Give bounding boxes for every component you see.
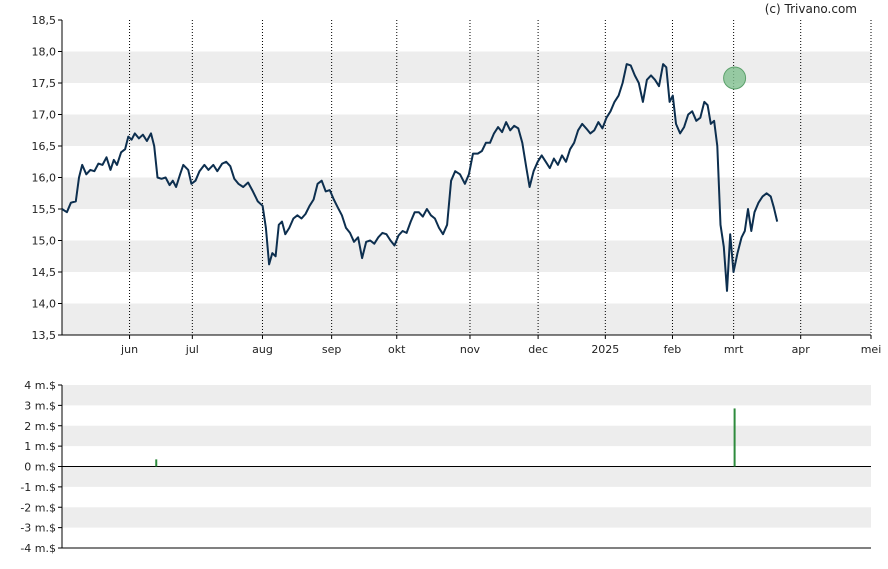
volume-y-tick-label: -1 m.$ <box>20 481 56 494</box>
volume-grid-band <box>62 385 871 406</box>
volume-y-tick-label: -2 m.$ <box>20 501 56 514</box>
price-x-tick-label: jul <box>185 343 199 356</box>
price-y-tick-label: 17,5 <box>32 77 57 90</box>
price-y-tick-label: 18,0 <box>32 46 57 59</box>
price-y-tick-label: 15,5 <box>32 203 57 216</box>
volume-y-tick-label: -4 m.$ <box>20 542 56 555</box>
price-series-line <box>61 63 779 292</box>
price-grid-band <box>62 303 871 335</box>
price-x-tick-label: jun <box>120 343 138 356</box>
price-x-tick-label: dec <box>528 343 548 356</box>
price-y-tick-label: 16,5 <box>32 140 57 153</box>
volume-y-tick-label: -3 m.$ <box>20 522 56 535</box>
watermark: (c) Trivano.com <box>765 2 857 16</box>
price-x-tick-label: sep <box>322 343 341 356</box>
volume-y-tick-label: 3 m.$ <box>24 399 56 412</box>
price-x-tick-label: 2025 <box>591 343 619 356</box>
volume-y-tick-label: 2 m.$ <box>24 420 56 433</box>
price-grid-band <box>62 177 871 209</box>
volume-y-tick-label: 1 m.$ <box>24 440 56 453</box>
volume-grid-band <box>62 507 871 528</box>
price-x-tick-label: okt <box>388 343 406 356</box>
price-x-tick-label: aug <box>252 343 273 356</box>
price-y-tick-label: 14,5 <box>32 266 57 279</box>
price-x-tick-label: apr <box>792 343 811 356</box>
price-x-tick-label: nov <box>460 343 481 356</box>
price-y-tick-label: 15,0 <box>32 235 57 248</box>
price-y-tick-label: 16,0 <box>32 172 57 185</box>
volume-y-tick-label: 4 m.$ <box>24 379 56 392</box>
price-x-tick-label: feb <box>664 343 682 356</box>
price-grid-band <box>62 240 871 272</box>
price-y-tick-label: 13,5 <box>32 329 57 342</box>
event-marker <box>723 66 747 90</box>
volume-grid-band <box>62 466 871 487</box>
price-grid-band <box>62 51 871 83</box>
price-y-tick-label: 17,0 <box>32 109 57 122</box>
price-grid-band <box>62 114 871 146</box>
price-x-tick-label: mrt <box>724 343 744 356</box>
volume-y-tick-label: 0 m.$ <box>24 461 56 474</box>
price-y-tick-label: 18,5 <box>32 14 57 27</box>
price-y-tick-label: 14,0 <box>32 298 57 311</box>
volume-grid-band <box>62 425 871 447</box>
price-x-tick-label: mei <box>861 343 882 356</box>
